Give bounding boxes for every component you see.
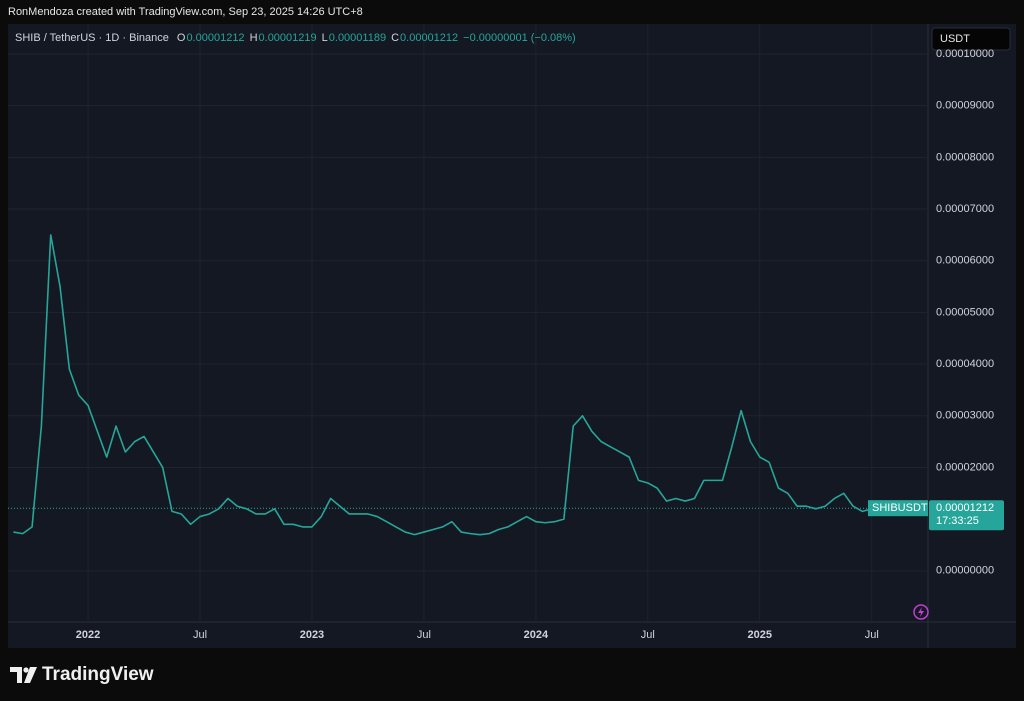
x-tick-label: Jul — [641, 629, 655, 641]
y-tick-label: 0.00007000 — [936, 203, 994, 215]
alert-icon[interactable] — [913, 604, 929, 620]
y-tick-label: 0.00002000 — [936, 461, 994, 473]
price-tag-label: 0.00001212 — [936, 502, 994, 514]
currency-button[interactable] — [931, 27, 1011, 51]
alert-icon-bolt — [918, 607, 924, 617]
change: −0.00000001 (−0.08%) — [463, 32, 576, 44]
countdown: 17:33:25 — [936, 515, 979, 527]
x-tick-label: 2025 — [748, 629, 772, 641]
ohlc-value: 0.00001189 — [329, 32, 386, 44]
logo-mark — [10, 667, 22, 683]
y-tick-label: 0.00006000 — [936, 255, 994, 267]
x-tick-label: 2024 — [524, 629, 549, 641]
ohlc-value: 0.00001219 — [259, 32, 317, 44]
ohlc-key: L — [322, 32, 328, 44]
symbol-tag — [868, 500, 928, 517]
x-tick-label: 2022 — [76, 629, 100, 641]
ohlc-key: H — [250, 32, 258, 44]
y-tick-label: 0.00005000 — [936, 306, 994, 318]
symbol-tag-label: SHIBUSDT — [872, 502, 928, 514]
symbol: SHIB / TetherUS · 1D · Binance — [15, 32, 169, 44]
y-tick-label: 0.00008000 — [936, 151, 994, 163]
y-tick-label: 0.00004000 — [936, 358, 994, 370]
grid — [8, 24, 928, 622]
ohlc-key: C — [391, 32, 399, 44]
y-tick-label: 0.00000000 — [936, 565, 994, 577]
price-tag — [929, 500, 1004, 531]
ohlc-value: 0.00001212 — [400, 32, 458, 44]
logo-mark — [24, 667, 37, 683]
ohlc-key: O — [177, 32, 186, 44]
y-tick-label: 0.00003000 — [936, 410, 994, 422]
credit: RonMendoza created with TradingView.com,… — [8, 6, 363, 18]
chart-panel — [8, 24, 1016, 648]
x-tick-label: Jul — [865, 629, 879, 641]
y-tick-label: 0.00009000 — [936, 100, 994, 112]
price-line — [13, 234, 910, 536]
ohlc-legend: O 0.00001212 H 0.00001219 L 0.00001189 C 0.0000… — [177, 32, 576, 44]
logo-mark — [23, 667, 29, 673]
x-tick-label: Jul — [417, 629, 431, 641]
currency[interactable]: USDT — [940, 33, 970, 45]
x-tick-label: 2023 — [300, 629, 324, 641]
ohlc-value: 0.00001212 — [186, 32, 244, 44]
x-tick-label: Jul — [193, 629, 207, 641]
brand: TradingView — [42, 664, 154, 685]
logo: TradingView — [10, 664, 154, 685]
plot — [8, 234, 928, 536]
y-tick-label: 0.00010000 — [936, 48, 994, 60]
